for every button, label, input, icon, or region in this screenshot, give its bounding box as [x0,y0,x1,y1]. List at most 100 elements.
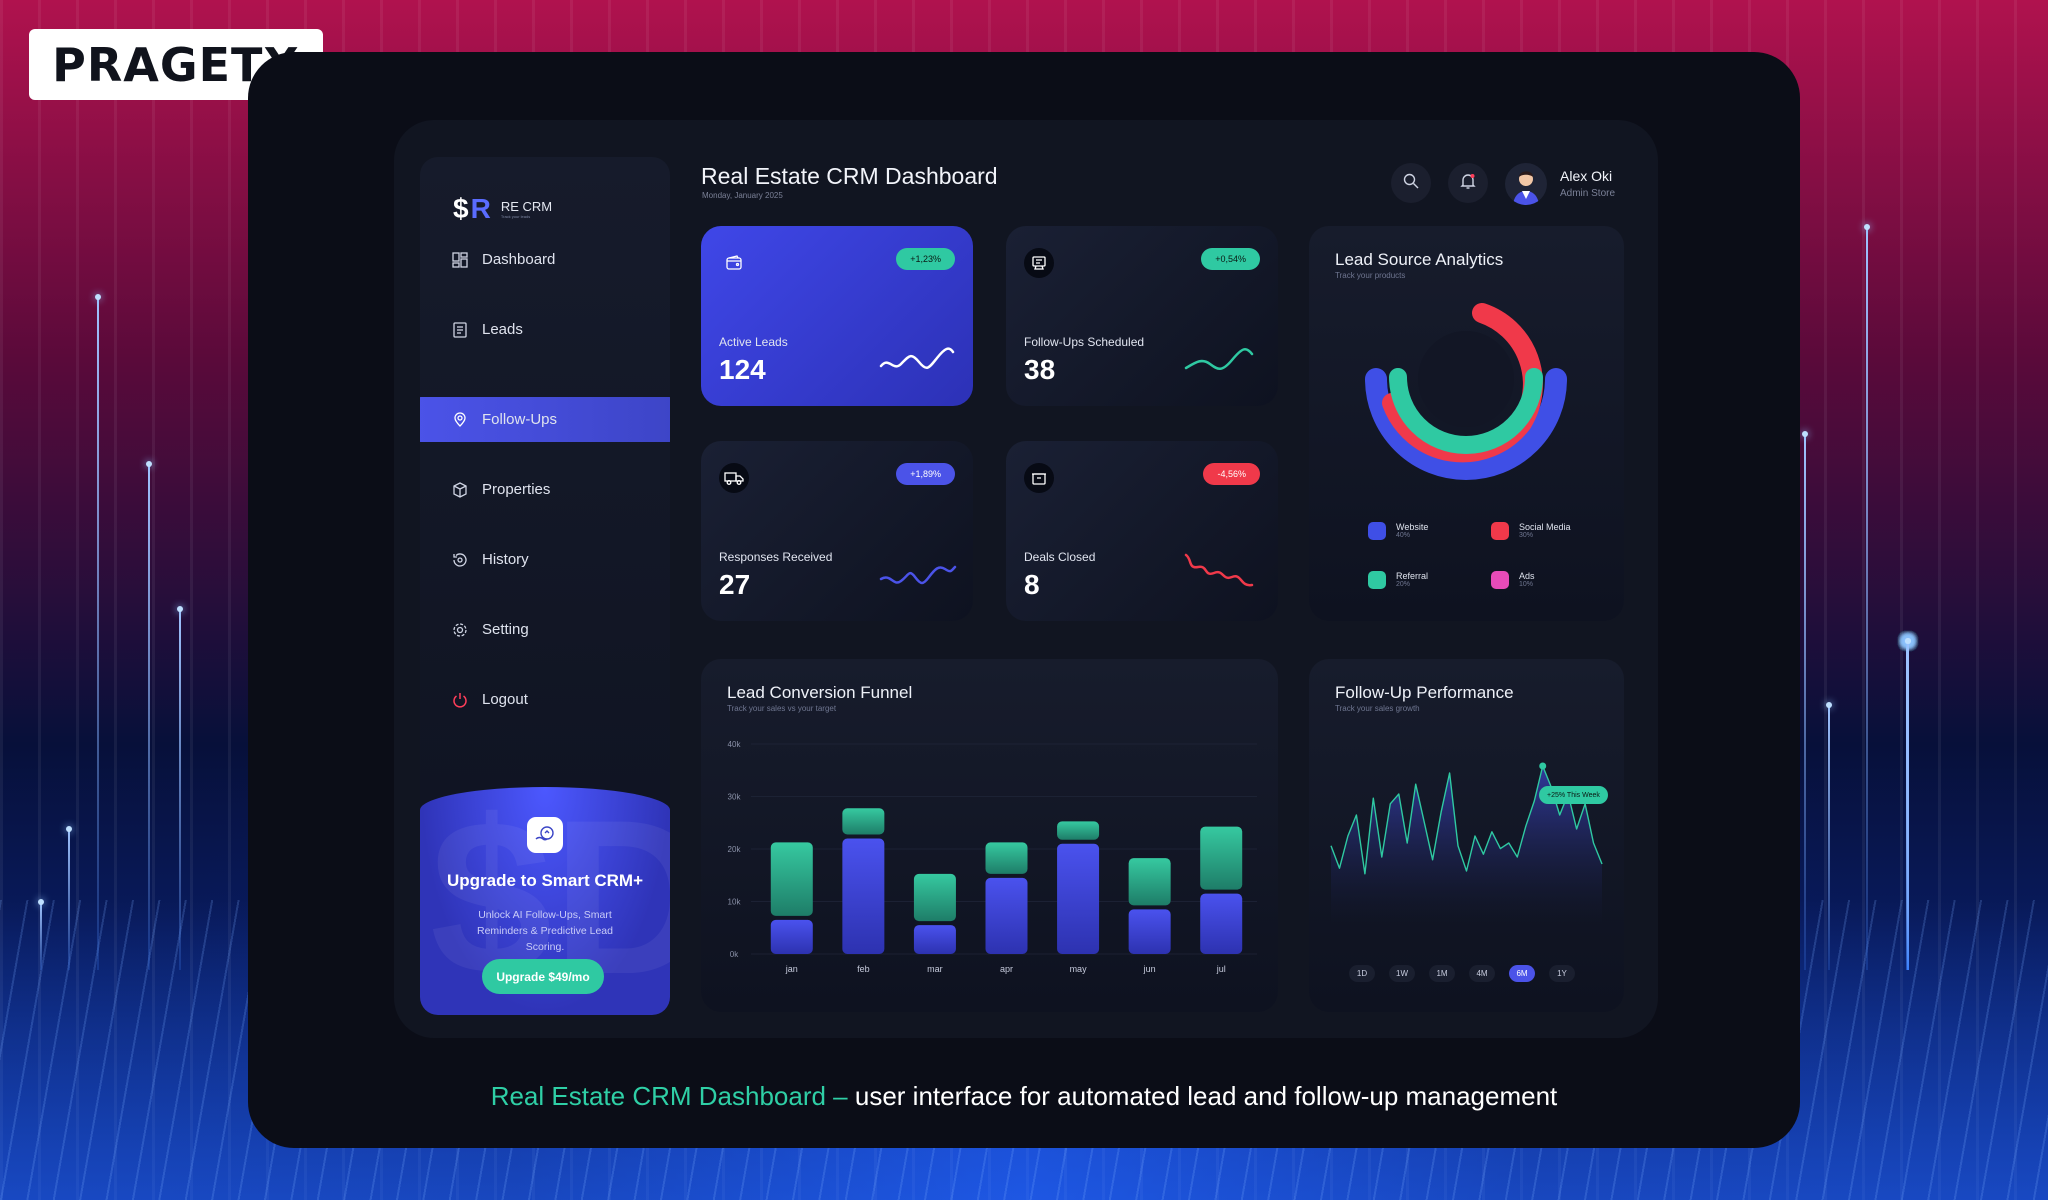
legend-item-ads: Ads 10% [1491,571,1535,589]
panel-title: Lead Conversion Funnel [727,683,913,702]
stat-value: 27 [719,569,751,600]
bar-segment-green[interactable] [1128,858,1171,906]
bg-light-line [66,826,72,970]
tab-1d[interactable]: 1D [1349,965,1375,982]
x-tick-label: apr [1000,964,1013,974]
sidebar-item-setting[interactable]: Setting [420,607,670,652]
change-badge: +0,54% [1201,248,1260,270]
stat-card-responses-received[interactable]: +1,89% Responses Received 27 [701,441,973,621]
history-icon [451,551,468,568]
timeframe-tabs: 1D 1W 1M 4M 6M 1Y [1349,965,1575,982]
sidebar-item-logout[interactable]: Logout [420,677,670,722]
bell-icon [1459,172,1477,195]
bar-segment-green[interactable] [913,873,956,922]
legend-swatch [1368,571,1386,589]
cube-icon [451,481,468,498]
y-tick-label: 0k [730,950,739,959]
avatar[interactable] [1505,163,1547,205]
bar-segment-green[interactable] [842,808,885,835]
upgrade-icon [527,817,563,853]
stat-label: Follow-Ups Scheduled [1024,335,1145,349]
bg-light-line [1802,431,1808,970]
sparkline [1184,553,1254,587]
tab-1w[interactable]: 1W [1389,965,1415,982]
donut-ring-referral [1389,368,1543,454]
app-brand[interactable]: $ R RE CRM Track your leads [453,193,553,224]
panel-subtitle: Track your sales growth [1335,704,1420,713]
stat-card-deals-closed[interactable]: -4,56% Deals Closed 8 [1006,441,1278,621]
sidebar-item-label: Properties [482,481,551,498]
x-tick-label: may [1070,964,1088,974]
sidebar-item-label: Follow-Ups [482,411,558,428]
sparkline [1184,347,1254,370]
notifications-button[interactable] [1448,163,1488,203]
bg-light-line [38,899,44,970]
bar-segment-green[interactable] [985,842,1028,874]
legend-swatch [1368,522,1386,540]
stat-card-follow-ups-scheduled[interactable]: +0,54% Follow-Ups Scheduled 38 [1006,226,1278,406]
tab-1m[interactable]: 1M [1429,965,1455,982]
bar-segment-green[interactable] [770,842,813,916]
caption-highlight: Real Estate CRM Dashboard – [490,1081,848,1111]
tab-4m[interactable]: 4M [1469,965,1495,982]
sidebar-item-history[interactable]: History [420,537,670,582]
bar-segment-blue[interactable] [1200,893,1243,954]
upgrade-description: Unlock AI Follow-Ups, Smart Reminders & … [477,909,613,953]
y-tick-label: 30k [728,793,742,802]
page-date: Monday, January 2025 [702,191,783,200]
sidebar-item-leads[interactable]: Leads [420,307,670,352]
stat-card-active-leads[interactable]: +1,23% Active Leads 124 [701,226,973,406]
search-button[interactable] [1391,163,1431,203]
location-pin-icon [451,411,468,428]
pragetx-logo: PRAGETX [29,29,323,100]
x-tick-label: jul [1216,964,1226,974]
y-tick-label: 20k [728,845,742,854]
bar-segment-blue[interactable] [985,877,1028,954]
tab-6m[interactable]: 6M [1509,965,1535,982]
bar-segment-blue[interactable] [842,838,885,955]
sidebar-item-properties[interactable]: Properties [420,467,670,512]
bar-segment-blue[interactable] [913,925,956,954]
sidebar-item-label: Dashboard [482,251,556,268]
upgrade-button[interactable]: Upgrade $49/mo [482,959,604,994]
bg-light-line [177,606,183,970]
lead-source-donut [1365,303,1567,480]
performance-callout: +25% This Week [1539,786,1608,804]
stat-label: Deals Closed [1024,550,1096,564]
receipt-icon [1024,248,1054,278]
upgrade-title: Upgrade to Smart CRM+ [447,871,643,890]
truck-icon [719,463,749,493]
bg-light-line [146,461,152,970]
bar-segment-blue[interactable] [770,919,813,954]
panel-title: Follow-Up Performance [1335,683,1514,702]
sidebar-item-label: Setting [482,621,529,638]
lead-source-panel: Lead Source Analytics Track your product… [1309,226,1624,621]
power-icon [451,691,468,708]
panel-subtitle: Track your sales vs your target [727,704,837,713]
legend-swatch [1491,571,1509,589]
user-role: Admin Store [1560,188,1616,199]
tab-1y[interactable]: 1Y [1549,965,1575,982]
bar-segment-green[interactable] [1200,826,1243,890]
bg-light-line [1864,224,1870,970]
stat-value: 8 [1024,569,1040,600]
legend-swatch [1491,522,1509,540]
legend-item-referral: Referral 20% [1368,571,1428,589]
sidebar-item-follow-ups[interactable]: Follow-Ups [420,397,670,442]
x-tick-label: jun [1143,964,1156,974]
sparkline [879,347,955,370]
highlight-point[interactable] [1539,762,1547,770]
bar-segment-blue[interactable] [1128,909,1171,954]
caption-text: user interface for automated lead and fo… [847,1081,1558,1111]
stat-label: Responses Received [719,550,833,564]
change-badge: +1,23% [896,248,955,270]
app-name: RE CRM [500,199,553,214]
bar-segment-blue[interactable] [1057,843,1100,954]
funnel-bar-chart: 0k 10k 20k 30k 40k jan feb mar apr may jun jul [728,740,1257,974]
stat-label: Active Leads [719,335,788,349]
y-tick-label: 10k [728,898,742,907]
sidebar-item-dashboard[interactable]: Dashboard [420,237,670,282]
performance-line [1330,765,1603,875]
bar-segment-green[interactable] [1057,821,1100,840]
x-tick-label: feb [857,964,870,974]
